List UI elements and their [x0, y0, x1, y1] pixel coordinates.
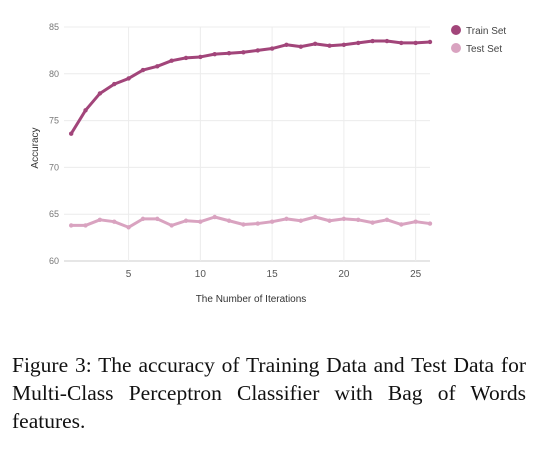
data-point: [183, 218, 189, 223]
data-point: [198, 54, 203, 60]
data-point: [83, 108, 88, 113]
data-point: [269, 46, 275, 51]
y-tick-label: 80: [49, 69, 59, 79]
data-point: [312, 41, 318, 47]
data-point: [198, 219, 203, 224]
data-point: [155, 216, 160, 222]
y-tick-label: 75: [49, 116, 59, 126]
data-point: [327, 218, 332, 223]
y-axis-label: Accuracy: [30, 127, 41, 168]
data-point: [126, 76, 131, 81]
y-tick-labels: 60 65 70 75 80 85: [49, 22, 59, 266]
legend-label-test: Test Set: [466, 44, 502, 55]
y-tick-label: 60: [49, 256, 59, 266]
data-point: [68, 131, 74, 136]
series-line: [69, 215, 432, 229]
series-line: [69, 39, 432, 136]
data-point: [241, 50, 246, 55]
data-point: [140, 67, 146, 73]
y-tick-label: 85: [49, 22, 59, 32]
gridlines: [64, 26, 430, 262]
data-point: [370, 220, 375, 225]
x-tick-labels: 5 10 15 20 25: [126, 269, 422, 280]
data-point: [384, 38, 390, 44]
x-tick-label: 25: [410, 269, 422, 280]
data-point: [399, 222, 404, 227]
data-point: [169, 58, 174, 63]
data-point: [312, 214, 318, 220]
data-point: [370, 38, 375, 44]
legend-marker-train: [451, 25, 461, 35]
data-point: [298, 218, 304, 223]
data-point: [140, 216, 146, 222]
data-point: [83, 223, 88, 228]
accuracy-line-chart: 60 65 70 75 80 85 5 10 15 20 25 The Number of Ite…: [30, 22, 506, 305]
data-point: [226, 51, 232, 56]
data-point: [212, 214, 217, 220]
x-tick-label: 5: [126, 269, 132, 280]
data-point: [112, 81, 117, 87]
data-point: [413, 40, 418, 46]
data-point: [97, 91, 103, 96]
data-point: [413, 219, 418, 224]
data-point: [327, 43, 332, 48]
x-axis-label: The Number of Iterations: [196, 294, 307, 305]
x-tick-label: 10: [195, 269, 207, 280]
data-point: [68, 223, 74, 228]
data-point: [183, 55, 189, 61]
data-point: [356, 40, 361, 46]
legend-label-train: Train Set: [466, 26, 506, 37]
data-point: [112, 219, 117, 224]
data-point: [255, 48, 260, 53]
data-point: [427, 39, 433, 45]
x-tick-label: 15: [267, 269, 279, 280]
data-point: [155, 64, 160, 69]
series-0: [68, 38, 433, 136]
figure-caption: Figure 3: The accuracy of Training Data …: [12, 353, 526, 433]
data-point: [427, 221, 433, 226]
y-tick-label: 65: [49, 209, 59, 219]
data-point: [97, 217, 103, 223]
data-point: [284, 42, 289, 47]
data-point: [284, 216, 289, 222]
data-point: [341, 216, 347, 222]
data-point: [356, 217, 361, 223]
data-point: [212, 51, 217, 57]
data-point: [255, 221, 260, 226]
data-point: [241, 222, 246, 227]
y-tick-label: 70: [49, 162, 59, 172]
data-point: [169, 223, 174, 228]
data-point: [126, 225, 131, 230]
data-point: [384, 217, 390, 223]
series-1: [68, 214, 433, 230]
data-point: [269, 219, 275, 224]
data-point: [298, 44, 304, 49]
legend: Train Set Test Set: [451, 25, 506, 55]
legend-marker-test: [451, 43, 461, 53]
series-lines: [68, 38, 433, 230]
x-tick-label: 20: [338, 269, 350, 280]
data-point: [341, 42, 347, 47]
data-point: [399, 40, 404, 46]
data-point: [226, 218, 232, 223]
